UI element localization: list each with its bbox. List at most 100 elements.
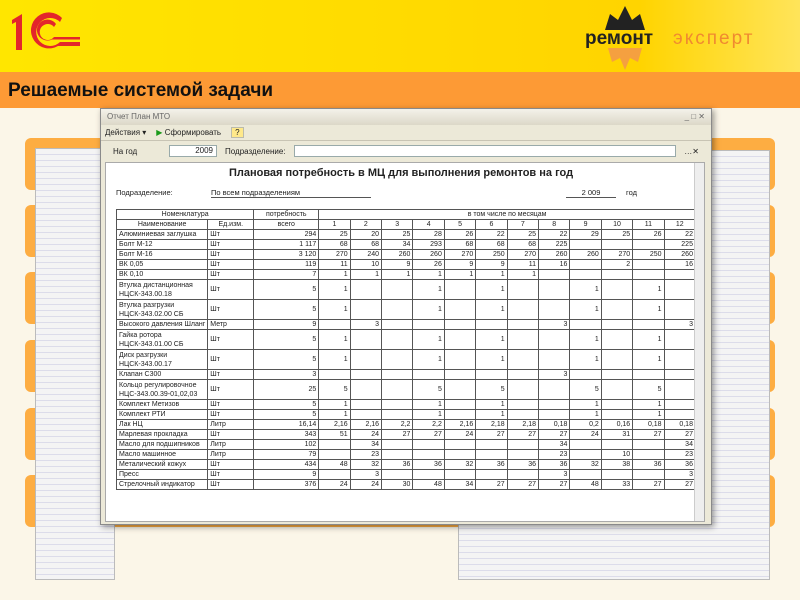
report-title: Плановая потребность в МЦ для выполнения… — [228, 167, 574, 179]
cell-month: 20 — [349, 229, 383, 240]
cell-total: 9 — [253, 319, 320, 330]
cell-month: 28 — [412, 229, 445, 240]
cell-unit: Шт — [207, 469, 255, 480]
cell-total: 376 — [253, 479, 320, 490]
cell-month: 1 — [318, 279, 351, 300]
cell-month — [349, 299, 383, 320]
cell-month: 27 — [381, 429, 414, 440]
generate-button[interactable]: ▶ Сформировать — [156, 128, 221, 137]
cell-name: Болт М-16 — [115, 249, 209, 260]
cell-month: 2,16 — [349, 419, 383, 430]
cell-month: 23 — [663, 449, 696, 460]
cell-month — [569, 439, 602, 450]
cell-unit: Шт — [207, 279, 255, 300]
cell-month — [600, 469, 634, 480]
cell-month: 26 — [412, 259, 445, 270]
report-dept-label: Подразделение: — [116, 188, 173, 197]
cell-month: 5 — [475, 379, 508, 400]
table-row: Болт М-12 Шт 1 117 68 68 34 293 68 68 68 225 225 — [115, 239, 696, 250]
cell-total: 5 — [253, 349, 320, 370]
cell-month — [381, 409, 414, 420]
cell-month: 0,16 — [600, 419, 634, 430]
cell-month: 1 — [632, 349, 665, 370]
cell-month: 1 — [318, 399, 351, 410]
table-row: Клапан С300 Шт 3 3 — [115, 369, 696, 380]
cell-month: 36 — [381, 459, 414, 470]
cell-month: 1 — [632, 299, 665, 320]
cell-unit: Шт — [207, 299, 255, 320]
cell-total: 25 — [253, 379, 320, 400]
cell-month — [663, 279, 696, 300]
cell-month — [506, 319, 540, 330]
header-month: 5 — [443, 219, 477, 230]
cell-total: 5 — [253, 299, 320, 320]
header-month: 11 — [632, 219, 665, 230]
cell-month — [412, 369, 445, 380]
cell-month — [443, 439, 477, 450]
cell-month: 1 — [318, 299, 351, 320]
header-total: всего — [253, 219, 320, 230]
cell-month: 1 — [569, 349, 602, 370]
cell-month: 2,18 — [475, 419, 508, 430]
cell-name: Гайка ротора НЦСК-343.01.00 СБ — [115, 329, 209, 350]
cell-month: 250 — [475, 249, 508, 260]
cell-month — [506, 399, 540, 410]
cell-month: 27 — [632, 429, 665, 440]
cell-month: 26 — [443, 229, 477, 240]
table-row: Втулка разгрузки НЦСК-343.02.00 СБ Шт 5 1 1 1… — [115, 299, 696, 320]
cell-month: 68 — [318, 239, 351, 250]
cell-month: 10 — [600, 449, 634, 460]
cell-month: 25 — [381, 229, 414, 240]
header-month: 12 — [663, 219, 696, 230]
cell-month — [538, 379, 571, 400]
cell-month — [443, 329, 477, 350]
table-row: Стрелочный индикатор Шт 376 24 24 30 48 34 27 27 2… — [115, 479, 696, 490]
cell-month: 1 — [632, 329, 665, 350]
cell-month — [443, 409, 477, 420]
cell-unit: Шт — [207, 479, 255, 490]
header-month: 7 — [506, 219, 540, 230]
header-month: 8 — [538, 219, 571, 230]
cell-name: Кольцо регулировочное НЦС-343.00.39-01,0… — [115, 379, 209, 400]
year-label: На год — [113, 146, 138, 156]
table-row: Лак НЦ Литр 16,14 2,16 2,16 2,2 2,2 2,16 2,18 2,1… — [115, 419, 696, 430]
cell-month: 29 — [569, 229, 602, 240]
cell-month — [663, 369, 696, 380]
cell-month — [663, 399, 696, 410]
cell-month — [632, 369, 665, 380]
vertical-scrollbar[interactable] — [694, 163, 704, 521]
cell-month — [318, 319, 351, 330]
toolbar: Действия ▾ ▶ Сформировать ? — [101, 125, 711, 141]
cell-unit: Шт — [207, 229, 255, 240]
cell-month — [443, 319, 477, 330]
cell-unit: Шт — [207, 429, 255, 440]
cell-month — [506, 439, 540, 450]
year-input[interactable]: 2009 — [169, 145, 217, 157]
cell-month: 3 — [538, 369, 571, 380]
cell-month — [663, 409, 696, 420]
cell-month — [381, 329, 414, 350]
cell-month: 68 — [506, 239, 540, 250]
cell-month: 22 — [538, 229, 571, 240]
dept-input[interactable] — [293, 145, 677, 157]
report-table: Номенклатура потребность в том числе по ме… — [115, 209, 696, 490]
cell-month: 5 — [632, 379, 665, 400]
help-button[interactable]: ? — [231, 127, 244, 138]
cell-month: 0,18 — [632, 419, 665, 430]
actions-menu[interactable]: Действия ▾ — [105, 128, 147, 137]
report-subheader: Подразделение: По всем подразделениям 2 … — [116, 188, 696, 198]
cell-month — [663, 379, 696, 400]
window-controls[interactable]: _ □ ✕ — [684, 112, 705, 121]
cell-month — [663, 269, 696, 280]
cell-month: 16 — [663, 259, 696, 270]
logo-1c — [12, 12, 80, 50]
cell-month — [381, 439, 414, 450]
cell-month: 270 — [506, 249, 540, 260]
select-button[interactable]: …✕ — [684, 146, 699, 156]
cell-name: Масло для подшипников — [115, 439, 209, 450]
cell-month — [506, 449, 540, 460]
cell-month: 270 — [600, 249, 634, 260]
cell-total: 5 — [253, 399, 320, 410]
cell-month: 34 — [443, 479, 477, 490]
header-name: Наименование — [115, 219, 209, 230]
